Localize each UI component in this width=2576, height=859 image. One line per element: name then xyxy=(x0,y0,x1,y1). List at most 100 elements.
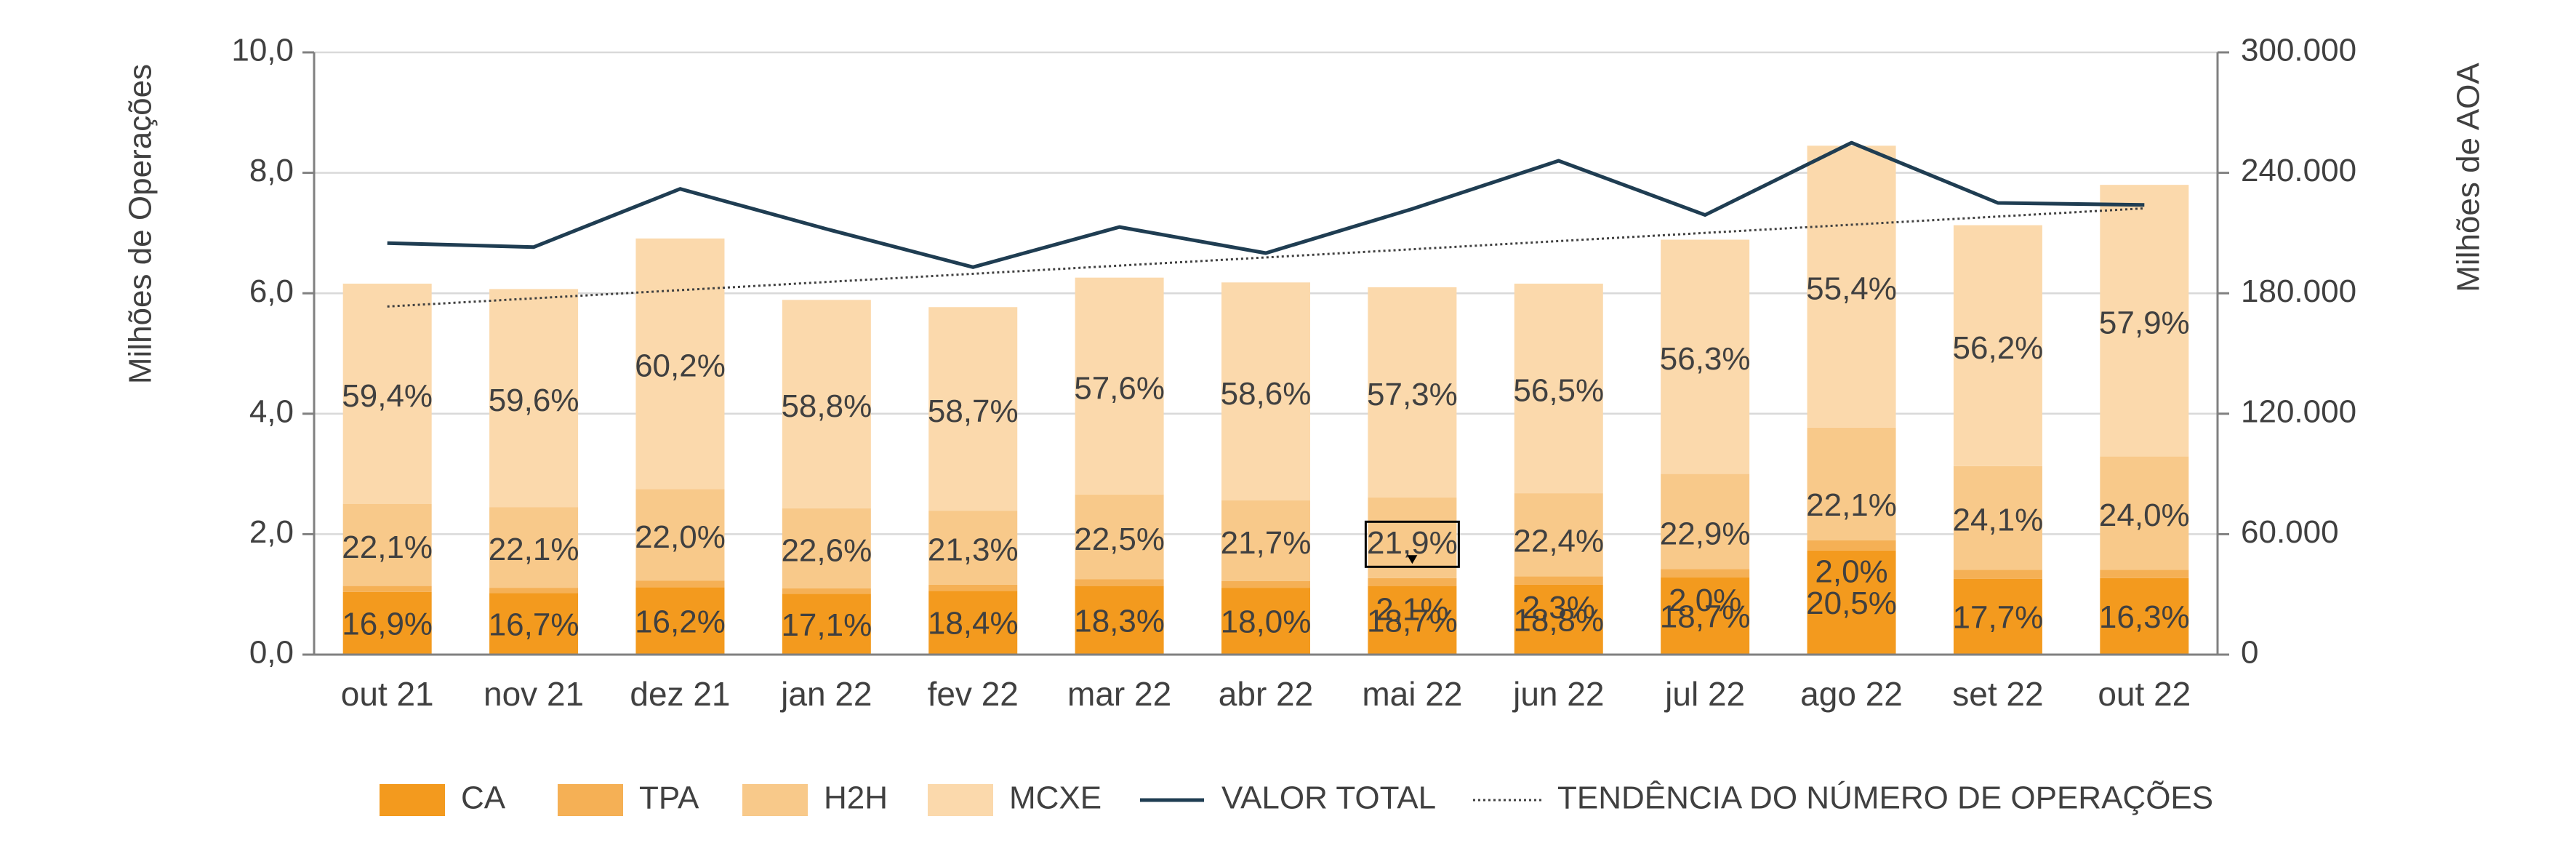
bar-tpa-nov-21 xyxy=(489,588,579,594)
data-label-ca-nov-21: 16,7% xyxy=(489,607,579,642)
data-label-mcxe-abr-22: 58,6% xyxy=(1221,376,1312,412)
data-label-h2h-mai-22: 21,9% xyxy=(1367,525,1458,561)
bar-tpa-out-22 xyxy=(2100,570,2189,578)
data-label-h2h-jun-22: 22,4% xyxy=(1513,523,1604,559)
bar-mcxe-nov-21 xyxy=(489,289,579,508)
data-label-h2h-nov-21: 22,1% xyxy=(489,532,579,567)
bars xyxy=(342,145,2189,655)
data-label-h2h-dez-21: 22,0% xyxy=(635,519,726,555)
data-label-h2h-abr-22: 21,7% xyxy=(1221,525,1312,561)
x-tick-label-ago-22: ago 22 xyxy=(1800,675,1903,713)
bar-tpa-mai-22 xyxy=(1368,578,1457,586)
legend-swatch-mcxe xyxy=(928,784,993,816)
legend-label-h2h: H2H xyxy=(824,780,888,816)
bar-tpa-abr-22 xyxy=(1221,580,1310,588)
bar-tpa-jul-22 xyxy=(1661,569,1750,578)
bar-h2h-out-21 xyxy=(342,504,432,586)
data-label-h2h-mar-22: 22,5% xyxy=(1074,522,1165,557)
data-label-h2h-fev-22: 21,3% xyxy=(928,532,1019,568)
data-label-ca-mar-22: 18,3% xyxy=(1074,603,1165,639)
data-label-mcxe-mar-22: 57,6% xyxy=(1074,370,1165,406)
bar-mcxe-mar-22 xyxy=(1075,277,1164,495)
bar-ca-mar-22 xyxy=(1075,586,1164,655)
data-label-tpa-ago-22: 2,0% xyxy=(1815,554,1887,589)
bar-tpa-jun-22 xyxy=(1514,576,1603,585)
bar-h2h-set-22 xyxy=(1953,466,2042,570)
y2-tick-label: 240.000 xyxy=(2241,153,2356,188)
bar-tpa-jan-22 xyxy=(782,588,871,594)
bar-labels: 16,9% 22,1% 59,4% 16,7% 22,1% 59,6% 16,2% 22,0%… xyxy=(342,271,2189,643)
bar-mcxe-mai-22 xyxy=(1368,287,1457,498)
bar-h2h-jan-22 xyxy=(782,508,871,588)
bar-mcxe-jan-22 xyxy=(782,300,871,508)
data-label-h2h-set-22: 24,1% xyxy=(1953,503,2044,538)
bar-mcxe-jun-22 xyxy=(1514,283,1603,494)
trend-line xyxy=(387,207,2145,308)
legend-swatch-ca xyxy=(380,784,445,816)
bar-mcxe-abr-22 xyxy=(1221,282,1310,501)
data-label-h2h-ago-22: 22,1% xyxy=(1806,487,1897,523)
data-label-mcxe-jun-22: 56,5% xyxy=(1513,373,1604,409)
data-label-mcxe-dez-21: 60,2% xyxy=(635,348,726,384)
x-tick-label-nov-21: nov 21 xyxy=(483,675,584,713)
legend-label-mcxe: MCXE xyxy=(1009,780,1102,816)
legend-label-ca: CA xyxy=(461,780,506,816)
callout-marker xyxy=(1407,555,1418,564)
x-tick-label-mar-22: mar 22 xyxy=(1067,675,1171,713)
bar-ca-jun-22 xyxy=(1514,584,1603,655)
data-label-ca-jul-22: 18,7% xyxy=(1660,599,1751,635)
x-tick-label-jun-22: jun 22 xyxy=(1512,675,1604,713)
data-label-mcxe-mai-22: 57,3% xyxy=(1367,377,1458,412)
bar-h2h-ago-22 xyxy=(1807,427,1896,540)
data-label-mcxe-jan-22: 58,8% xyxy=(781,388,872,424)
x-tick-label-dez-21: dez 21 xyxy=(630,675,730,713)
data-label-ca-ago-22: 20,5% xyxy=(1806,586,1897,621)
y2-tick-label: 0 xyxy=(2241,635,2258,671)
x-tick-label-fev-22: fev 22 xyxy=(928,675,1019,713)
data-label-ca-jan-22: 17,1% xyxy=(781,607,872,643)
bar-h2h-fev-22 xyxy=(928,511,1018,585)
legend-label-tpa: TPA xyxy=(639,780,699,816)
bar-h2h-mai-22 xyxy=(1368,497,1457,578)
y-tick-label: 6,0 xyxy=(249,273,294,309)
bar-h2h-abr-22 xyxy=(1221,500,1310,581)
bar-h2h-nov-21 xyxy=(489,507,579,588)
x-tick-label-set-22: set 22 xyxy=(1952,675,2043,713)
bar-h2h-jun-22 xyxy=(1514,493,1603,577)
bar-tpa-set-22 xyxy=(1953,570,2042,579)
y2-tick-label: 60.000 xyxy=(2241,514,2339,550)
y2-axis-title: Milhões de AOA xyxy=(2451,63,2487,292)
bar-ca-jul-22 xyxy=(1661,578,1750,655)
data-label-h2h-jul-22: 22,9% xyxy=(1660,516,1751,552)
x-tick-label-out-22: out 22 xyxy=(2098,675,2191,713)
data-label-h2h-out-22: 24,0% xyxy=(2099,498,2190,533)
x-tick-label-jul-22: jul 22 xyxy=(1664,675,1745,713)
callout-box xyxy=(1364,520,1460,568)
bar-tpa-ago-22 xyxy=(1807,540,1896,551)
bar-mcxe-dez-21 xyxy=(635,238,725,490)
bar-ca-dez-21 xyxy=(635,587,725,655)
legend-swatch-h2h xyxy=(742,784,808,816)
data-label-ca-abr-22: 18,0% xyxy=(1221,604,1312,640)
bar-ca-ago-22 xyxy=(1807,550,1896,655)
x-tick-label-mai-22: mai 22 xyxy=(1362,675,1462,713)
x-tick-label-abr-22: abr 22 xyxy=(1219,675,1313,713)
bar-ca-mai-22 xyxy=(1368,586,1457,655)
bar-h2h-out-22 xyxy=(2100,456,2189,570)
bar-tpa-dez-21 xyxy=(635,580,725,588)
data-label-ca-jun-22: 18,8% xyxy=(1513,603,1604,639)
y-tick-label: 0,0 xyxy=(249,635,294,671)
data-label-tpa-jun-22: 2,3% xyxy=(1522,590,1595,626)
bar-ca-abr-22 xyxy=(1221,588,1310,655)
bar-h2h-mar-22 xyxy=(1075,494,1164,580)
data-label-mcxe-out-21: 59,4% xyxy=(342,378,433,414)
legend-label-valor-total: VALOR TOTAL xyxy=(1221,780,1436,816)
bar-tpa-mar-22 xyxy=(1075,579,1164,586)
data-label-mcxe-set-22: 56,2% xyxy=(1953,330,2044,366)
y-axis-title: Milhões de Operações xyxy=(123,64,159,384)
data-label-tpa-mai-22: 2,1% xyxy=(1376,591,1448,627)
data-label-mcxe-ago-22: 55,4% xyxy=(1806,271,1897,307)
data-label-tpa-jul-22: 2,0% xyxy=(1669,583,1741,618)
data-label-mcxe-fev-22: 58,7% xyxy=(928,393,1019,429)
